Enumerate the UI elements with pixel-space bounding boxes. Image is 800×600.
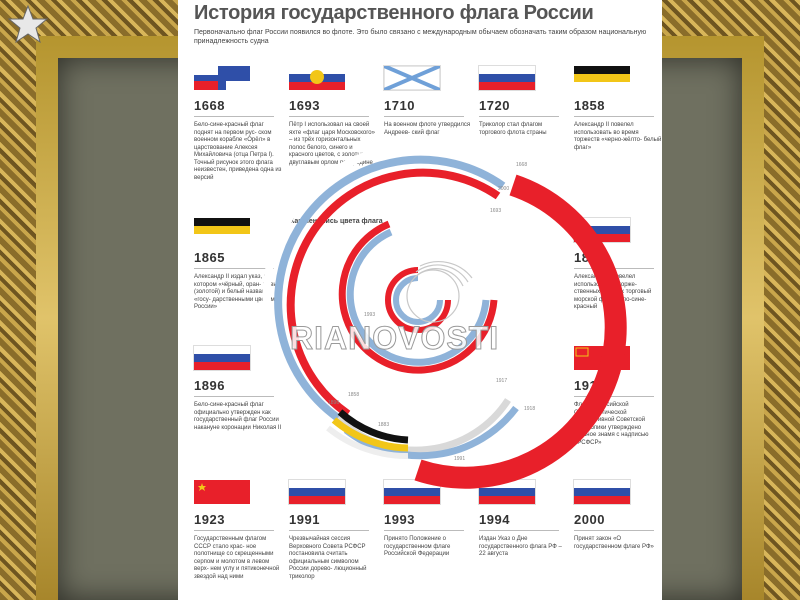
flag-year: 1693	[289, 98, 320, 113]
flag-1896	[193, 345, 251, 371]
spiral-label: 1668	[516, 162, 527, 168]
spiral-blue-band	[274, 155, 506, 422]
star-icon	[7, 4, 49, 44]
poster-subtitle: Первоначально флаг России появился во фл…	[194, 29, 647, 45]
spiral-inner-blue	[346, 228, 490, 366]
divider	[289, 116, 369, 117]
divider	[479, 116, 559, 117]
divider	[479, 530, 559, 531]
flag-description: Триколор стал флагом торгового флота стр…	[479, 122, 547, 136]
flag-description: Издан Указ о Дне государственного флага …	[479, 536, 562, 557]
flag-year: 1720	[479, 98, 510, 113]
flag-1883	[573, 217, 631, 243]
divider	[574, 116, 654, 117]
flag-year: 1994	[479, 512, 510, 527]
divider	[194, 116, 274, 117]
flag-year: 1923	[194, 512, 225, 527]
divider	[574, 396, 654, 397]
divider	[194, 396, 274, 397]
rianovosti-watermark: RIANOVOSTI	[289, 320, 500, 357]
spiral-chart-title: Как менялись цвета флага	[290, 218, 383, 225]
color-spiral-diagram: 1668 1693 1858 1883 1896 1917 1918 1991 …	[262, 142, 627, 489]
flag-year: 1865	[194, 250, 225, 265]
flag-1693	[289, 66, 345, 90]
divider	[194, 530, 274, 531]
spiral-label: 2000	[498, 186, 509, 192]
flag-1710	[383, 65, 441, 91]
flag-description: Принято Положение о государственном флаг…	[384, 536, 451, 557]
flag-description: Принят закон «О государственном флаге РФ…	[574, 536, 654, 550]
flag-1994	[478, 479, 536, 505]
spiral-red-band	[414, 174, 627, 489]
flag-2000	[573, 479, 631, 505]
flag-1991	[288, 479, 346, 505]
flag-description: Государственным флагом СССР стало крас- …	[194, 536, 280, 580]
flag-description: Пётр I использовал на своей яхте «флаг ц…	[289, 122, 375, 166]
divider	[194, 268, 274, 269]
poster-title: История государственного флага России	[194, 2, 594, 24]
flag-history-poster: История государственного флага России Пе…	[178, 0, 662, 600]
flag-year: 1993	[384, 512, 415, 527]
spiral-inner-white	[354, 236, 482, 358]
flag-1668	[194, 66, 250, 90]
spiral-yellow-band	[331, 417, 409, 452]
flag-description: Александр II издал указ, в котором «чёрн…	[194, 274, 282, 310]
flag-year: 1896	[194, 378, 225, 393]
flag-year: 1858	[574, 98, 605, 113]
spiral-label: 1991	[454, 456, 465, 462]
spiral-label: 1993	[364, 312, 375, 318]
spiral-label: 1917	[496, 378, 507, 384]
flag-description: На военном флоте утвердился Андреев- ски…	[384, 122, 471, 136]
flag-description: Бело-сине-красный флаг официально утверж…	[194, 402, 282, 431]
flag-description: Чрезвычайная сессия Верховного Совета РС…	[289, 536, 367, 580]
spiral-core-red	[385, 267, 451, 333]
spiral-black-band	[337, 409, 409, 444]
spiral-label: 1896	[328, 400, 339, 406]
spiral-label: 1693	[490, 208, 501, 214]
flag-1923	[194, 480, 250, 504]
flag-year: 1668	[194, 98, 225, 113]
flag-1858	[574, 66, 630, 90]
flag-description: Бело-сине-красный флаг поднят на первом …	[194, 122, 282, 181]
globe-logo-icon	[406, 261, 473, 323]
flag-1865	[194, 218, 250, 242]
spiral-white-imperial	[326, 425, 409, 460]
spiral-red-band-inner	[286, 168, 501, 418]
spiral-core-blue	[393, 275, 443, 325]
flag-year: 1991	[289, 512, 320, 527]
flag-year: 1710	[384, 98, 415, 113]
spiral-inner-red	[338, 220, 498, 374]
spiral-label: 1918	[524, 406, 535, 412]
divider	[384, 116, 464, 117]
spiral-label: 1858	[348, 392, 359, 398]
divider	[384, 530, 464, 531]
flag-1993	[383, 479, 441, 505]
flag-description: Александр II повелел использовать во вре…	[574, 122, 662, 151]
spiral-white-band	[262, 142, 511, 424]
divider	[574, 530, 654, 531]
divider	[289, 530, 369, 531]
flag-year: 2000	[574, 512, 605, 527]
flag-1720	[478, 65, 536, 91]
spiral-label: 1883	[378, 422, 389, 428]
